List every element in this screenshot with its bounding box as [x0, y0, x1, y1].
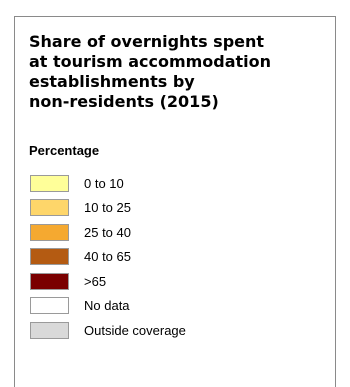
legend-label: 10 to 25 — [84, 200, 131, 215]
legend-swatch — [30, 321, 69, 339]
legend-items: 0 to 10 10 to 25 25 to 40 40 to 65 >65 N… — [30, 173, 186, 345]
map-legend: Share of overnights spent at tourism acc… — [14, 16, 336, 387]
legend-label: 0 to 10 — [84, 175, 124, 191]
legend-label: >65 — [84, 273, 107, 289]
legend-item-over-65: >65 — [30, 271, 186, 291]
legend-item-no-data: No data — [30, 296, 186, 316]
legend-title: Share of overnights spent at tourism acc… — [29, 32, 272, 111]
legend-swatch — [30, 199, 69, 216]
legend-item-25-to-40: 25 to 40 — [30, 222, 186, 242]
legend-swatch — [30, 174, 69, 192]
legend-label: 40 to 65 — [84, 249, 131, 264]
legend-item-outside-coverage: Outside coverage — [30, 320, 186, 340]
legend-item-40-to-65: 40 to 65 — [30, 247, 186, 267]
legend-item-10-to-25: 10 to 25 — [30, 198, 186, 218]
legend-subtitle: Percentage — [29, 143, 100, 158]
legend-swatch — [30, 248, 69, 265]
legend-label: No data — [84, 298, 130, 313]
legend-swatch — [30, 272, 69, 290]
legend-label: 25 to 40 — [84, 224, 131, 240]
legend-item-0-to-10: 0 to 10 — [30, 173, 186, 193]
legend-swatch — [30, 297, 69, 314]
legend-label: Outside coverage — [84, 322, 186, 338]
legend-swatch — [30, 223, 69, 241]
